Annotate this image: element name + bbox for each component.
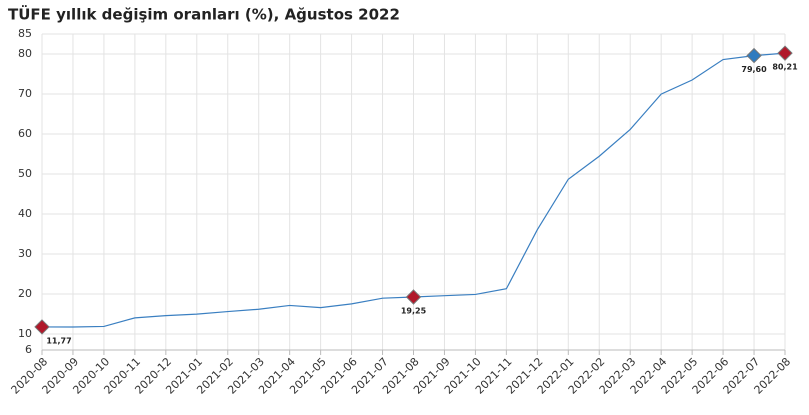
- data-marker: [777, 45, 793, 61]
- y-tick-label: 6: [25, 343, 32, 356]
- data-label: 11,77: [46, 336, 71, 345]
- data-marker: [405, 289, 422, 305]
- y-tick-label: 60: [18, 127, 32, 140]
- y-tick-label: 40: [18, 207, 32, 220]
- data-marker: [34, 319, 50, 335]
- y-tick-label: 80: [18, 47, 32, 60]
- data-label: 80,21: [772, 63, 798, 72]
- y-tick-label: 20: [18, 287, 32, 300]
- data-label: 19,25: [401, 307, 427, 316]
- y-tick-label: 30: [18, 247, 32, 260]
- y-tick-label: 50: [18, 167, 32, 180]
- y-tick-label: 70: [18, 87, 32, 100]
- chart-title: TÜFE yıllık değişim oranları (%), Ağusto…: [8, 5, 400, 24]
- data-label: 79,60: [741, 65, 767, 74]
- y-tick-label: 10: [18, 327, 32, 340]
- y-tick-label: 85: [18, 27, 32, 40]
- data-marker: [746, 47, 762, 64]
